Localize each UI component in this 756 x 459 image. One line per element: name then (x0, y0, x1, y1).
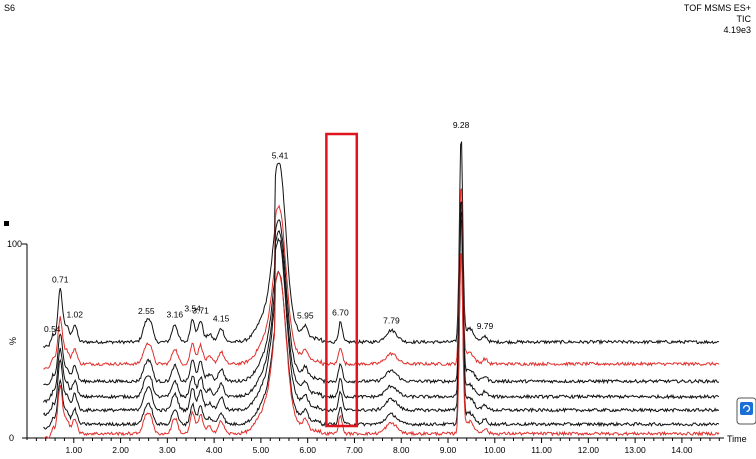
peak-label: 9.79 (477, 321, 494, 331)
x-tick-label: 10.00 (484, 445, 506, 455)
x-tick-label: 2.00 (112, 445, 129, 455)
trace-type-label: TIC (737, 14, 752, 24)
x-axis-label: Time (727, 434, 747, 444)
trace-line-2 (43, 187, 720, 370)
traces-group (42, 141, 720, 440)
trace-line-6 (43, 253, 720, 430)
trace-line-4 (42, 211, 720, 404)
x-tick-label: 5.00 (253, 445, 270, 455)
x-tick-label: 6.00 (299, 445, 316, 455)
trace-line-1 (43, 141, 720, 349)
axis-marker (4, 221, 9, 226)
y-top-label: 100 (7, 239, 22, 249)
x-tick-label: 4.00 (206, 445, 223, 455)
acquisition-label: TOF MSMS ES+ (684, 3, 751, 13)
peak-label: 7.79 (383, 315, 400, 325)
peak-label: 1.02 (66, 310, 83, 320)
x-tick-label: 14.00 (671, 445, 693, 455)
peak-label: 4.15 (213, 314, 230, 324)
x-tick-label: 1.00 (66, 445, 83, 455)
peak-label: 9.28 (453, 120, 470, 130)
peak-label: 3.71 (192, 306, 209, 316)
refresh-button[interactable] (736, 397, 756, 425)
intensity-label: 4.19e3 (723, 25, 751, 35)
y-zero-label: 0 (9, 433, 14, 443)
x-tick-label: 3.00 (159, 445, 176, 455)
trace-line-7 (43, 251, 720, 440)
peak-label: 3.54 (184, 304, 201, 314)
sample-label: S6 (4, 3, 15, 13)
peak-label: 6.70 (332, 308, 349, 318)
highlight-box (325, 132, 359, 428)
x-tick-label: 9.00 (440, 445, 457, 455)
x-tick-label: 12.00 (578, 445, 600, 455)
refresh-icon (740, 402, 753, 415)
x-tick-label: 13.00 (624, 445, 646, 455)
peak-label: 3.16 (167, 310, 184, 320)
peak-label: 0.54 (44, 324, 61, 334)
trace-line-3 (43, 201, 720, 386)
peak-label: 5.41 (272, 150, 289, 160)
peak-label: 0.71 (52, 274, 69, 284)
y-unit-label: % (8, 337, 18, 345)
peak-labels: 0.54 0.71 1.02 2.55 3.163.543.71 4.15 5.41 5.95… (44, 120, 494, 334)
trace-line-5 (43, 219, 720, 417)
x-tick-label: 8.00 (393, 445, 410, 455)
x-tick-label: 11.00 (531, 445, 552, 455)
peak-label: 5.95 (297, 310, 314, 320)
peak-label: 2.55 (138, 306, 155, 316)
x-ticks: 1.00 2.00 3.00 4.00 5.00 6.00 7.00 8.00 9.00 10.0… (35, 438, 720, 455)
x-tick-label: 7.00 (346, 445, 363, 455)
